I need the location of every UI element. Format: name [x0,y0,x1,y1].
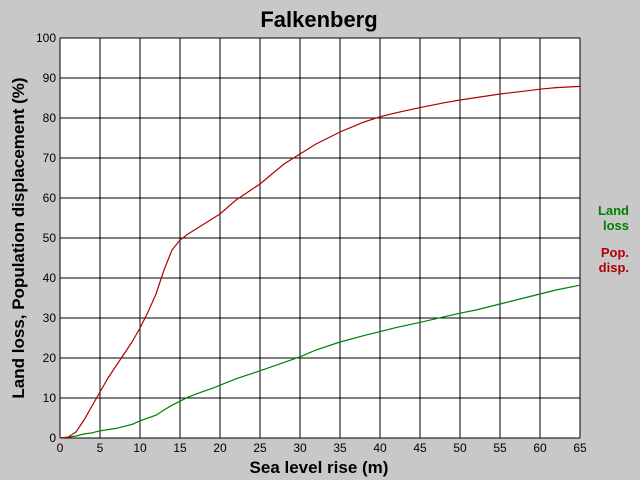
x-axis-label: Sea level rise (m) [250,458,389,477]
y-axis-label: Land loss, Population displacement (%) [9,77,28,398]
x-tick-label: 30 [293,441,307,455]
x-tick-label: 65 [573,441,587,455]
chart-title: Falkenberg [260,7,377,32]
x-tick-label: 10 [133,441,147,455]
y-tick-label: 60 [43,191,57,205]
x-tick-label: 55 [493,441,507,455]
y-tick-label: 10 [43,391,57,405]
y-tick-label: 0 [49,431,56,445]
series-line [59,85,581,439]
y-tick-label: 70 [43,151,57,165]
y-tick-label: 90 [43,71,57,85]
x-tick-label: 45 [413,441,427,455]
legend-label: loss [603,218,629,233]
tick-labels: 0 5 10 15 20 25 30 35 40 45 50 55 60 65 0 10 20 30 40 50 60 7… [36,31,587,455]
x-tick-label: 5 [97,441,104,455]
x-tick-label: 15 [173,441,187,455]
series-layer [59,85,581,439]
y-tick-label: 100 [36,31,56,45]
x-tick-label: 35 [333,441,347,455]
y-tick-label: 50 [43,231,57,245]
x-tick-label: 40 [373,441,387,455]
x-tick-label: 25 [253,441,267,455]
grid [59,37,581,439]
series-line [59,284,581,439]
legend-label: disp. [599,260,629,275]
y-tick-label: 40 [43,271,57,285]
x-tick-label: 0 [57,441,64,455]
legend-label: Land [598,203,629,218]
legend-label: Pop. [601,245,629,260]
y-tick-label: 80 [43,111,57,125]
y-tick-label: 30 [43,311,57,325]
x-tick-label: 60 [533,441,547,455]
x-tick-label: 50 [453,441,467,455]
x-tick-label: 20 [213,441,227,455]
y-tick-label: 20 [43,351,57,365]
